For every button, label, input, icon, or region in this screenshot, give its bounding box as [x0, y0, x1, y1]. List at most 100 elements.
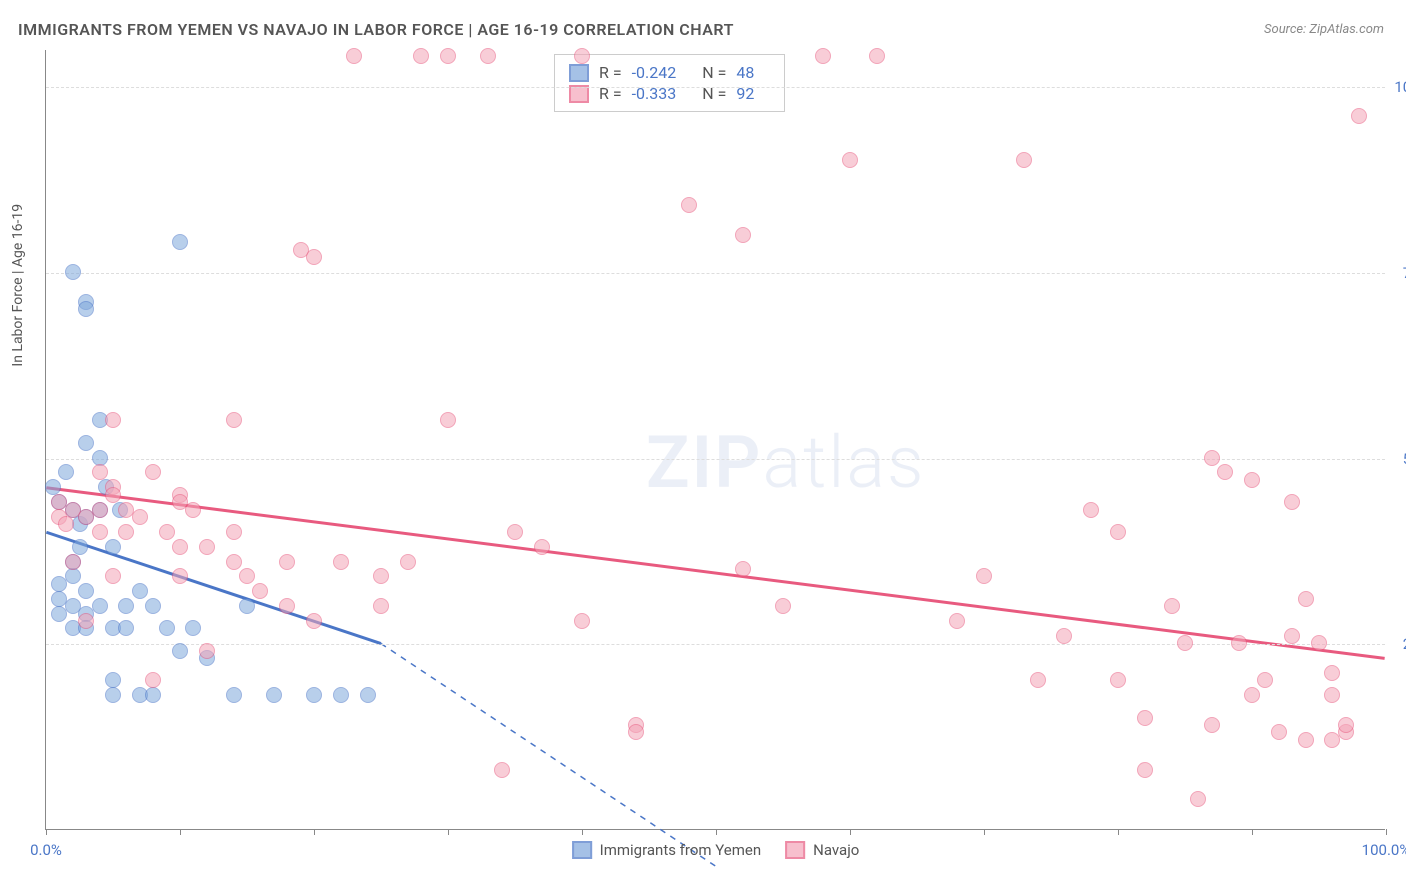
- scatter-point: [333, 687, 349, 703]
- scatter-point: [226, 524, 242, 540]
- scatter-point: [735, 561, 751, 577]
- scatter-point: [239, 598, 255, 614]
- scatter-point: [45, 479, 61, 495]
- scatter-point: [1190, 791, 1206, 807]
- stats-n-1: 48: [736, 63, 754, 82]
- scatter-point: [1338, 717, 1354, 733]
- legend-swatch-2: [785, 841, 805, 859]
- scatter-point: [574, 48, 590, 64]
- scatter-point: [1056, 628, 1072, 644]
- scatter-point: [159, 524, 175, 540]
- scatter-point: [65, 568, 81, 584]
- scatter-point: [1284, 628, 1300, 644]
- scatter-point: [185, 620, 201, 636]
- xtick: [582, 829, 583, 835]
- scatter-point: [815, 48, 831, 64]
- scatter-point: [681, 197, 697, 213]
- gridline: [46, 273, 1385, 274]
- legend-item-1: Immigrants from Yemen: [572, 841, 762, 859]
- scatter-point: [65, 264, 81, 280]
- scatter-point: [1016, 152, 1032, 168]
- scatter-point: [373, 598, 389, 614]
- xtick: [1252, 829, 1253, 835]
- xtick: [984, 829, 985, 835]
- scatter-point: [1284, 494, 1300, 510]
- scatter-point: [92, 524, 108, 540]
- xtick: [850, 829, 851, 835]
- scatter-point: [239, 568, 255, 584]
- xtick: [314, 829, 315, 835]
- legend-label-1: Immigrants from Yemen: [600, 841, 762, 859]
- xtick: [46, 829, 47, 835]
- xtick-label: 0.0%: [30, 841, 62, 859]
- xtick: [1118, 829, 1119, 835]
- scatter-point: [118, 620, 134, 636]
- scatter-point: [1110, 672, 1126, 688]
- scatter-point: [413, 48, 429, 64]
- scatter-point: [507, 524, 523, 540]
- xtick-label: 100.0%: [1362, 841, 1406, 859]
- gridline: [46, 87, 1385, 88]
- scatter-point: [1351, 108, 1367, 124]
- scatter-point: [118, 524, 134, 540]
- scatter-point: [172, 568, 188, 584]
- source-attribution: Source: ZipAtlas.com: [1264, 22, 1384, 37]
- scatter-point: [78, 301, 94, 317]
- scatter-point: [775, 598, 791, 614]
- scatter-point: [440, 412, 456, 428]
- xtick: [180, 829, 181, 835]
- scatter-point: [333, 554, 349, 570]
- scatter-point: [1324, 687, 1340, 703]
- scatter-point: [1271, 724, 1287, 740]
- scatter-point: [199, 539, 215, 555]
- scatter-point: [1217, 464, 1233, 480]
- scatter-point: [145, 687, 161, 703]
- scatter-point: [373, 568, 389, 584]
- scatter-point: [72, 539, 88, 555]
- scatter-point: [132, 509, 148, 525]
- scatter-point: [306, 687, 322, 703]
- stats-row-series-1: R = -0.242 N = 48: [569, 63, 770, 82]
- scatter-point: [400, 554, 416, 570]
- scatter-point: [92, 598, 108, 614]
- scatter-point: [1137, 762, 1153, 778]
- scatter-point: [105, 672, 121, 688]
- scatter-point: [185, 502, 201, 518]
- scatter-point: [1324, 665, 1340, 681]
- chart-title: IMMIGRANTS FROM YEMEN VS NAVAJO IN LABOR…: [18, 20, 734, 39]
- scatter-point: [252, 583, 268, 599]
- scatter-point: [976, 568, 992, 584]
- ytick-label: 50.0%: [1389, 450, 1406, 468]
- scatter-point: [105, 568, 121, 584]
- scatter-point: [279, 554, 295, 570]
- scatter-point: [78, 613, 94, 629]
- scatter-point: [266, 687, 282, 703]
- scatter-point: [1177, 635, 1193, 651]
- scatter-point: [869, 48, 885, 64]
- y-axis-title: In Labor Force | Age 16-19: [10, 204, 26, 367]
- scatter-point: [735, 227, 751, 243]
- scatter-point: [1083, 502, 1099, 518]
- scatter-point: [199, 643, 215, 659]
- scatter-point: [1164, 598, 1180, 614]
- scatter-point: [360, 687, 376, 703]
- legend-swatch-1: [572, 841, 592, 859]
- xtick: [448, 829, 449, 835]
- scatter-point: [226, 412, 242, 428]
- legend: Immigrants from Yemen Navajo: [572, 841, 860, 859]
- scatter-point: [58, 464, 74, 480]
- xtick: [716, 829, 717, 835]
- scatter-point: [159, 620, 175, 636]
- scatter-point: [145, 672, 161, 688]
- scatter-point: [1244, 472, 1260, 488]
- scatter-point: [494, 762, 510, 778]
- scatter-point: [226, 554, 242, 570]
- ytick-label: 100.0%: [1389, 78, 1406, 96]
- legend-item-2: Navajo: [785, 841, 859, 859]
- scatter-point: [842, 152, 858, 168]
- scatter-point: [1298, 591, 1314, 607]
- scatter-point: [279, 598, 295, 614]
- scatter-point: [172, 234, 188, 250]
- scatter-point: [65, 554, 81, 570]
- scatter-point: [105, 539, 121, 555]
